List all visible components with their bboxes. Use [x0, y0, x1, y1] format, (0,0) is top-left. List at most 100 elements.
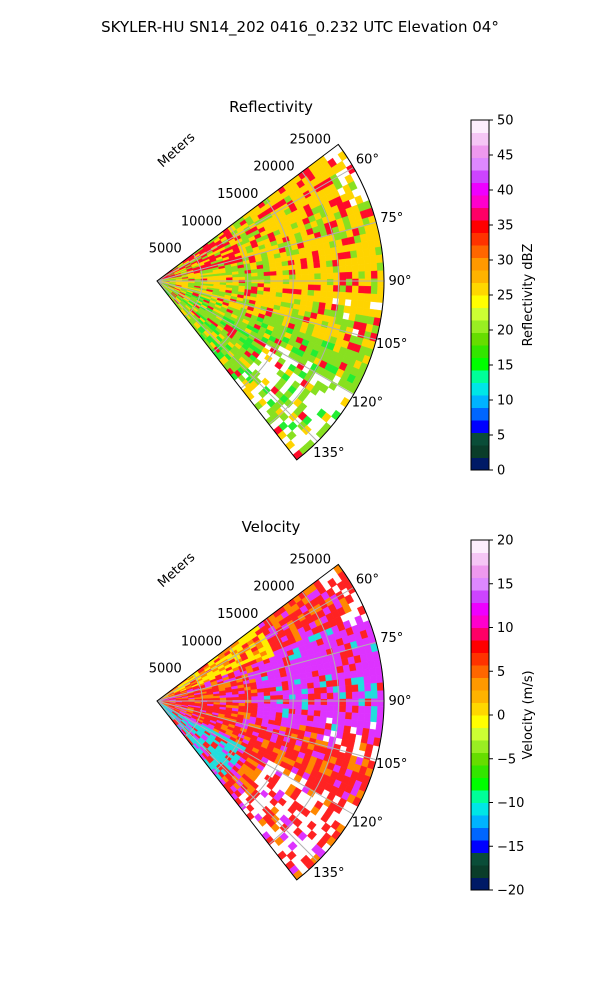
- colorbar-swatch: [471, 182, 489, 196]
- colorbar-swatch: [471, 170, 489, 183]
- azimuth-spoke: [156, 280, 377, 341]
- azimuth-tick-label: 135°: [313, 866, 344, 881]
- range-ring: [240, 618, 294, 809]
- colorbar-swatch: [471, 702, 489, 716]
- colorbar-swatch: [471, 382, 489, 396]
- colorbar-swatch: [471, 852, 489, 866]
- colorbar-tick-label: 5: [497, 429, 505, 444]
- azimuth-spoke: [156, 221, 377, 282]
- colorbar-swatch: [471, 677, 489, 691]
- colorbar-tick-label: 25: [497, 289, 514, 304]
- colorbar-swatch: [471, 257, 489, 271]
- colorbar-swatch: [471, 357, 489, 371]
- colorbar-swatch: [471, 232, 489, 246]
- colorbar-swatch: [471, 765, 489, 778]
- range-ring: [184, 673, 203, 738]
- colorbar-swatch: [471, 220, 489, 233]
- radial-tick-label: 15000: [217, 187, 258, 202]
- colorbar-swatch: [471, 602, 489, 616]
- range-ring: [268, 591, 340, 845]
- radial-axis-label: Meters: [155, 130, 198, 171]
- colorbar-swatch: [471, 877, 489, 891]
- azimuth-spoke: [156, 167, 354, 282]
- colorbar-swatch: [471, 715, 489, 728]
- colorbar-tick-label: 40: [497, 184, 514, 199]
- radial-tick-label: 20000: [253, 580, 294, 595]
- radial-tick-label: 5000: [149, 242, 182, 257]
- range-ring: [212, 646, 249, 773]
- colorbar-swatch: [471, 752, 489, 766]
- azimuth-tick-label: 120°: [352, 396, 383, 411]
- colorbar-swatch: [471, 640, 489, 653]
- colorbar-swatch: [471, 727, 489, 741]
- colorbar-swatch: [471, 777, 489, 791]
- colorbar-tick-label: 15: [497, 359, 514, 374]
- colorbar-swatch: [471, 827, 489, 841]
- azimuth-spoke: [156, 641, 377, 702]
- azimuth-tick-label: 90°: [388, 274, 411, 289]
- colorbar: 0 5 10 15 20 25 30 35 40 45 50 Reflectivity dBZ: [470, 114, 536, 479]
- radial-tick-label: 25000: [290, 132, 331, 147]
- colorbar-swatch: [471, 565, 489, 578]
- azimuth-tick-label: 105°: [376, 757, 407, 772]
- colorbar-swatch: [471, 270, 489, 283]
- colorbar-swatch: [471, 690, 489, 703]
- colorbar-swatch: [471, 407, 489, 421]
- colorbar-tick-label: 35: [497, 219, 514, 234]
- range-ring: [240, 198, 294, 389]
- colorbar-swatch: [471, 245, 489, 258]
- azimuth-tick-label: 135°: [313, 446, 344, 461]
- colorbar-swatch: [471, 320, 489, 333]
- reflectivity-panel: Reflectivity60°75°90°105°120°135°5000100…: [149, 98, 536, 479]
- colorbar-swatch: [471, 577, 489, 591]
- colorbar-swatch: [471, 157, 489, 171]
- velocity-panel: Velocity 60° 75° 90° 105° 120° 135° 5000 10000 15…: [149, 518, 536, 899]
- colorbar-swatch: [471, 307, 489, 321]
- azimuth-spoke: [156, 700, 377, 761]
- colorbar-tick-label: −5: [497, 752, 516, 767]
- colorbar-swatch: [471, 445, 489, 458]
- range-ring: [212, 226, 249, 353]
- azimuth-tick-label: 75°: [380, 211, 403, 226]
- colorbar-swatch: [471, 815, 489, 828]
- colorbar-swatch: [471, 420, 489, 433]
- azimuth-spoke: [156, 280, 354, 395]
- range-ring: [184, 253, 203, 318]
- colorbar-tick-label: 45: [497, 149, 514, 164]
- colorbar-swatch: [471, 457, 489, 471]
- colorbar-swatch: [471, 865, 489, 878]
- colorbar-swatch: [471, 132, 489, 146]
- sector-outline: [156, 563, 385, 881]
- panel-title: Reflectivity: [229, 98, 313, 116]
- figure-title: SKYLER-HU SN14_202 0416_0.232 UTC Elevat…: [101, 18, 499, 37]
- colorbar-tick-label: 0: [497, 709, 505, 724]
- colorbar-tick-label: 0: [497, 464, 505, 479]
- colorbar-swatch: [471, 145, 489, 158]
- radial-tick-label: 10000: [181, 214, 222, 229]
- colorbar-swatch: [471, 295, 489, 308]
- colorbar-tick-label: 30: [497, 254, 514, 269]
- azimuth-tick-label: 105°: [376, 337, 407, 352]
- colorbar-tick-label: 50: [497, 114, 514, 129]
- colorbar-tick-label: −20: [497, 884, 524, 899]
- colorbar-tick-label: 15: [497, 577, 514, 592]
- colorbar-swatch: [471, 802, 489, 816]
- colorbar-tick-label: 10: [497, 621, 514, 636]
- colorbar-swatch: [471, 282, 489, 296]
- azimuth-spoke: [156, 700, 318, 862]
- colorbar-swatch: [471, 120, 489, 133]
- azimuth-tick-label: 120°: [352, 816, 383, 831]
- colorbar-swatch: [471, 540, 489, 553]
- radial-tick-label: 20000: [253, 160, 294, 175]
- azimuth-tick-label: 75°: [380, 631, 403, 646]
- colorbar: −20 −15 −10 −5 0 5 10 15 20 Velocity (m/s): [470, 534, 536, 899]
- colorbar-tick-label: 10: [497, 394, 514, 409]
- colorbar-swatch: [471, 345, 489, 358]
- radial-axis-label: Meters: [155, 550, 198, 591]
- colorbar-tick-label: 20: [497, 534, 514, 549]
- colorbar-swatch: [471, 332, 489, 346]
- sector-outline: [156, 143, 385, 461]
- azimuth-spoke: [156, 700, 354, 815]
- radial-tick-label: 10000: [181, 634, 222, 649]
